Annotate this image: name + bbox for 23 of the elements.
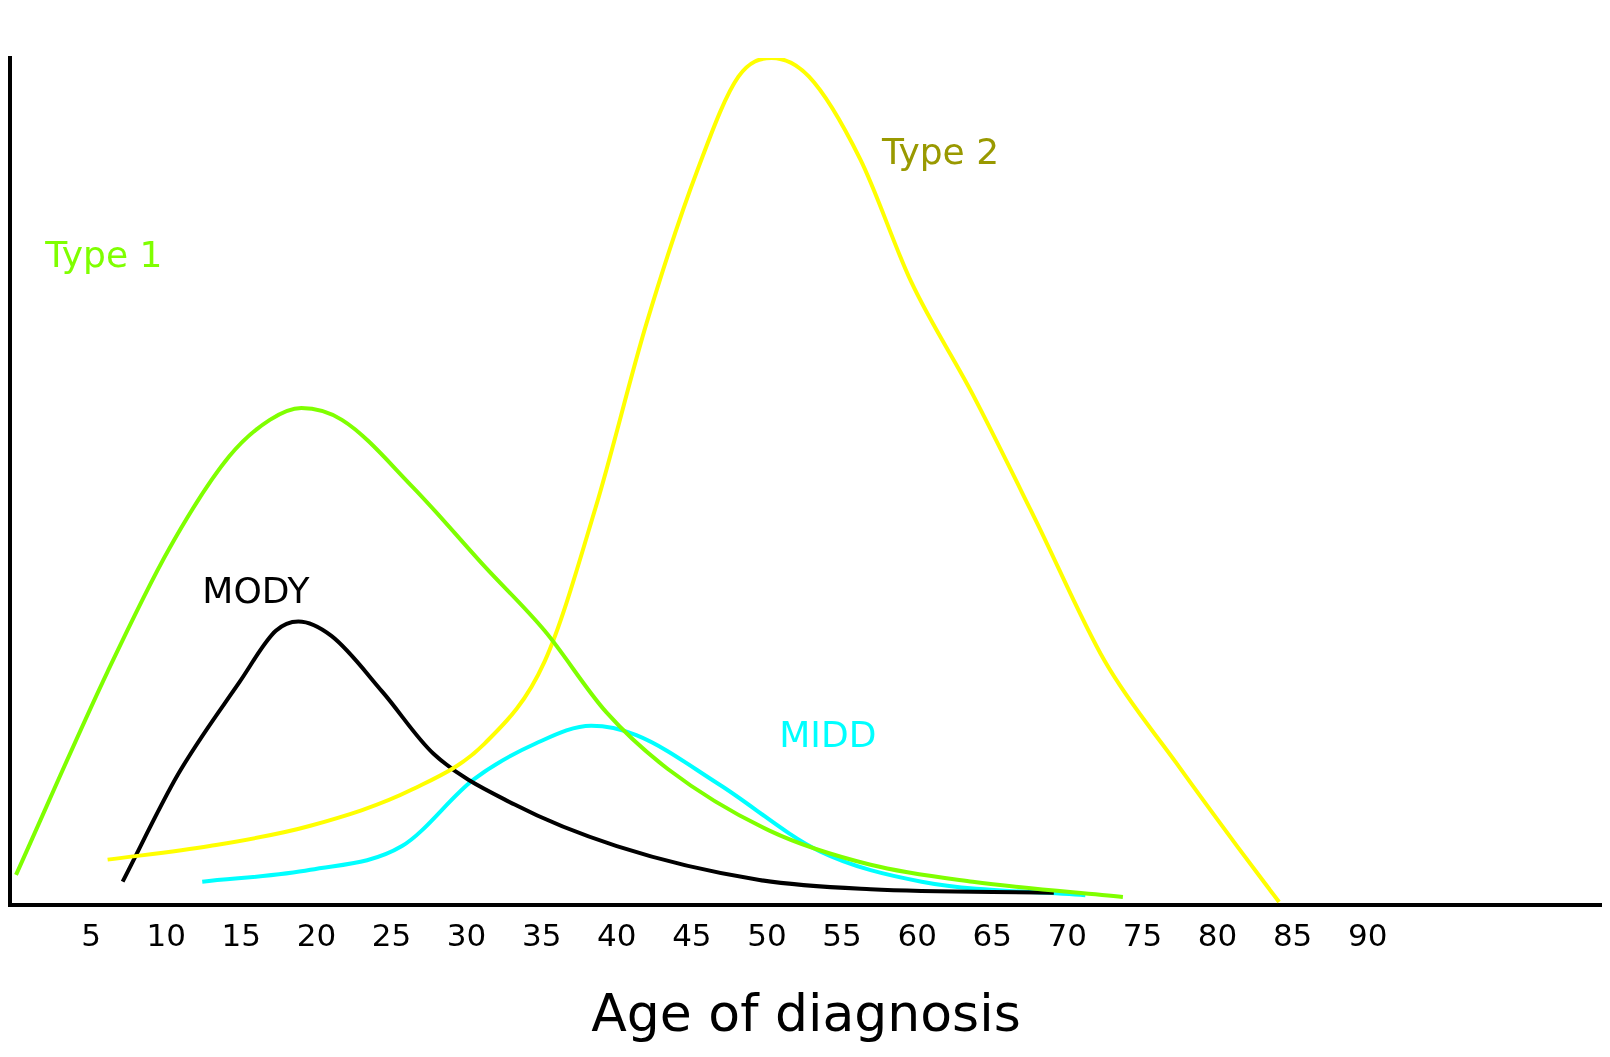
series-label: MIDD <box>779 714 877 756</box>
x-tick-label: 45 <box>672 917 712 954</box>
x-tick-label: 40 <box>597 917 637 954</box>
x-tick-label: 60 <box>897 917 937 954</box>
x-tick-label: 50 <box>747 917 787 954</box>
text: Type 1 <box>44 234 163 276</box>
x-tick-label: 10 <box>146 917 186 954</box>
series-label: Type 2 <box>881 131 1000 173</box>
x-tick-label: 30 <box>446 917 487 954</box>
x-tick-label: 80 <box>1197 917 1238 954</box>
x-tick-label: 55 <box>822 917 862 954</box>
x-tick-label: 15 <box>221 917 262 954</box>
x-tick-label: 90 <box>1347 917 1388 954</box>
x-tick-label: 5 <box>81 917 101 954</box>
x-tick-label: 75 <box>1122 917 1163 954</box>
x-axis-title: Age of diagnosis <box>591 983 1021 1044</box>
series-label: MODY <box>202 569 311 611</box>
x-tick-label: 25 <box>371 917 412 954</box>
x-tick-label: 70 <box>1047 917 1088 954</box>
x-tick-label: 20 <box>296 917 337 954</box>
x-tick-label: 65 <box>972 917 1012 954</box>
x-tick-label: 85 <box>1272 917 1313 954</box>
x-tick-label: 35 <box>521 917 562 954</box>
